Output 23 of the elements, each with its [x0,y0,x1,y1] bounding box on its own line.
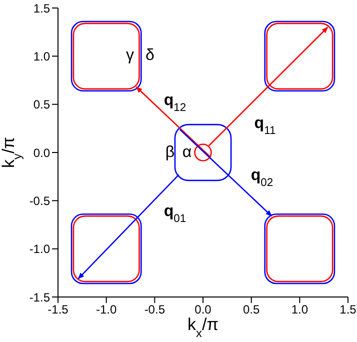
y-tick-label: -1.0 [29,242,50,256]
annotation: q$_{11}$ [254,115,276,137]
x-tick-label: 1.0 [291,302,308,317]
y-tick-label: 0.5 [33,98,50,112]
x-tick-label: 1.5 [340,302,357,317]
x-axis-title: k$_{x}$/π [188,315,218,340]
y-tick-label: 1.5 [33,1,50,16]
x-tick-label: 0.0 [194,302,212,317]
annotation: δ [146,47,155,64]
x-tick-label: -1.5 [48,302,69,317]
x-tick-label: -0.5 [144,302,166,317]
annotation: q$_{01}$ [164,203,186,225]
x-tick-label: -1.0 [96,302,117,317]
y-tick-label: -0.5 [29,194,50,208]
annotation: γ [126,47,134,64]
x-tick-label: 0.5 [242,302,260,317]
y-tick-label: -1.5 [29,290,50,304]
annotation: β [165,144,175,161]
y-tick-label: 0.0 [33,146,50,160]
annotation: q$_{02}$ [250,167,274,189]
annotation: α [182,144,192,161]
annotation: q$_{12}$ [164,92,186,114]
y-tick-label: 1.0 [33,49,50,64]
